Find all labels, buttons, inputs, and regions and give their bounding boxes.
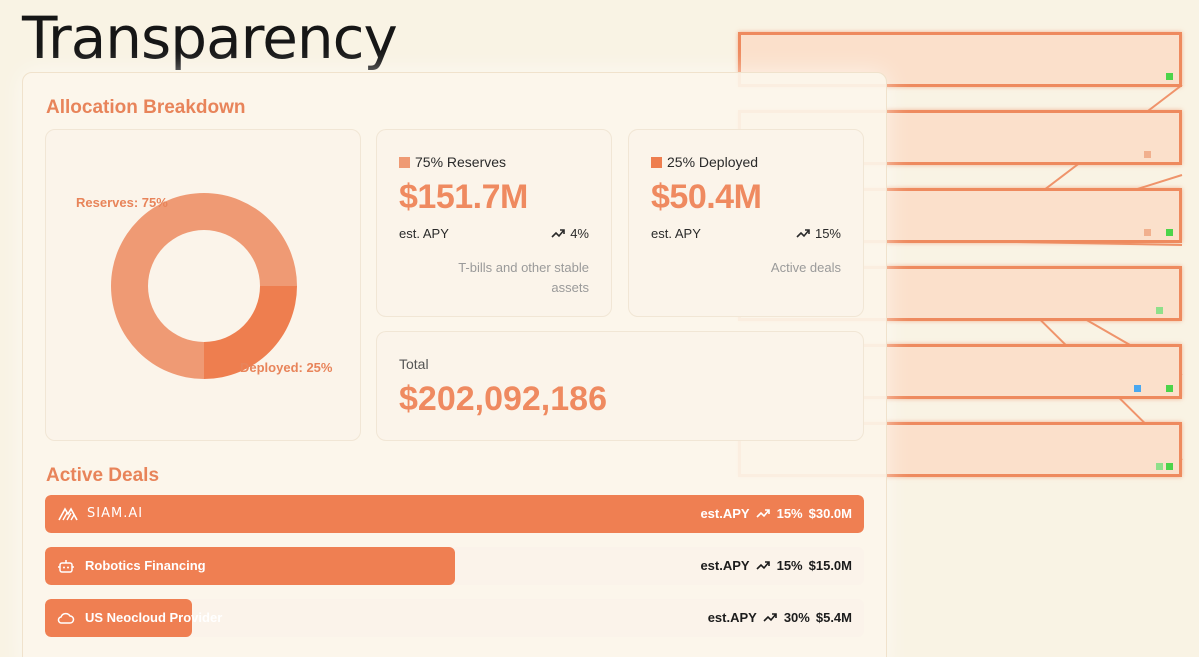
status-led-icon xyxy=(1166,463,1173,470)
allocation-donut-panel: Reserves: 75% Deployed: 25% xyxy=(45,129,361,441)
total-value: $202,092,186 xyxy=(399,380,607,418)
deployed-apy-value: 15% xyxy=(814,226,841,241)
status-led-icon xyxy=(1156,307,1163,314)
deal-apy-label: est.APY xyxy=(700,506,750,521)
deal-stats: est.APY 15% $30.0M xyxy=(700,506,852,521)
reserves-stat-card: 75% Reserves $151.7M est. APY 4% T-bills… xyxy=(376,129,612,317)
donut-label-reserves: Reserves: 75% xyxy=(76,195,168,210)
reserves-apy-value: 4% xyxy=(570,226,589,241)
status-led-icon xyxy=(1134,385,1141,392)
deal-name: Robotics Financing xyxy=(85,558,206,573)
deal-apy-label: est.APY xyxy=(700,558,750,573)
deal-row[interactable]: Robotics Financing est.APY 15% $15.0M xyxy=(45,547,864,585)
reserves-legend: 75% Reserves xyxy=(399,154,506,170)
active-deals-title: Active Deals xyxy=(46,465,160,486)
deployed-legend-label: 25% Deployed xyxy=(667,154,759,170)
deployed-apy: 15% xyxy=(796,226,841,241)
total-label: Total xyxy=(399,356,429,372)
deployed-stat-card: 25% Deployed $50.4M est. APY 15% Active … xyxy=(628,129,864,317)
status-led-icon xyxy=(1166,73,1173,80)
reserves-apy: 4% xyxy=(551,226,589,241)
deal-progress-fill xyxy=(45,495,864,533)
status-led-icon xyxy=(1166,229,1173,236)
deal-name: SIAM.AI xyxy=(87,506,144,521)
allocation-title: Allocation Breakdown xyxy=(46,97,246,118)
siam-logo-icon xyxy=(58,507,78,521)
transparency-card: Allocation Breakdown Reserves: 75% Deplo… xyxy=(22,72,887,657)
deal-row[interactable]: US Neocloud Provider est.APY 30% $5.4M xyxy=(45,599,864,637)
reserves-description: T-bills and other stable assets xyxy=(458,260,589,295)
deal-name: US Neocloud Provider xyxy=(85,610,223,625)
deployed-legend: 25% Deployed xyxy=(651,154,758,170)
donut-slice-deployed[interactable] xyxy=(204,286,297,379)
deal-apy-value: 30% xyxy=(783,610,810,625)
cloud-icon xyxy=(57,612,75,624)
deal-row[interactable]: SIAM.AI est.APY 15% $30.0M xyxy=(45,495,864,533)
deal-stats: est.APY 15% $15.0M xyxy=(700,558,852,573)
deployed-description: Active deals xyxy=(770,260,841,275)
donut-label-deployed: Deployed: 25% xyxy=(240,360,333,375)
deployed-swatch-icon xyxy=(651,156,662,168)
deal-apy-label: est.APY xyxy=(707,610,757,625)
page-title: Transparency xyxy=(22,4,398,72)
status-led-icon xyxy=(1144,151,1151,158)
trend-up-icon xyxy=(763,613,777,622)
deal-progress-fill xyxy=(45,599,193,637)
deal-stats: est.APY 30% $5.4M xyxy=(708,610,852,625)
status-led-icon xyxy=(1156,463,1163,470)
deal-amount: $5.4M xyxy=(815,610,852,625)
reserves-apy-label: est. APY xyxy=(399,226,449,241)
trend-up-icon xyxy=(796,229,810,238)
deployed-apy-label: est. APY xyxy=(651,226,701,241)
allocation-donut-chart xyxy=(111,193,297,379)
donut-slice-reserves[interactable] xyxy=(111,193,297,379)
status-led-icon xyxy=(1166,385,1173,392)
reserves-legend-label: 75% Reserves xyxy=(415,154,507,170)
deal-progress-fill xyxy=(45,547,455,585)
trend-up-icon xyxy=(756,509,770,518)
reserves-swatch-icon xyxy=(399,156,410,168)
trend-up-icon xyxy=(551,229,566,238)
deployed-value: $50.4M xyxy=(651,178,762,216)
reserves-value: $151.7M xyxy=(399,178,528,216)
deal-amount: $15.0M xyxy=(808,558,852,573)
total-stat-card: Total $202,092,186 xyxy=(376,331,864,441)
deal-apy-value: 15% xyxy=(776,558,803,573)
trend-up-icon xyxy=(756,561,770,570)
robot-icon xyxy=(58,560,74,573)
status-led-icon xyxy=(1144,229,1151,236)
deal-amount: $30.0M xyxy=(808,506,852,521)
deal-apy-value: 15% xyxy=(776,506,803,521)
